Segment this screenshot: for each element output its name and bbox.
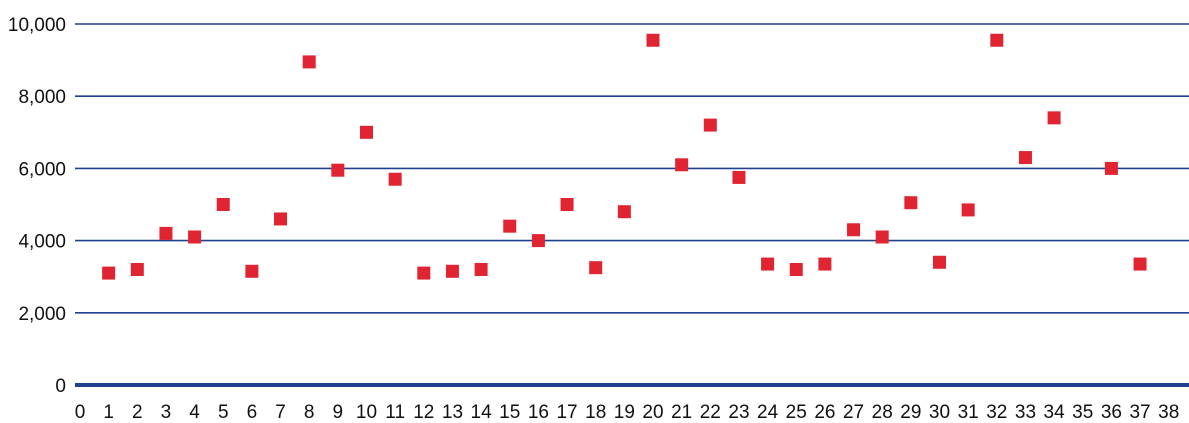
x-tick-label: 18 <box>585 402 606 423</box>
x-tick-label: 7 <box>275 402 286 423</box>
x-tick-label: 12 <box>413 402 434 423</box>
x-tick-label: 25 <box>786 402 807 423</box>
x-tick-label: 37 <box>1129 402 1150 423</box>
y-tick-label: 8,000 <box>18 87 66 108</box>
x-tick-label: 14 <box>471 402 493 423</box>
x-tick-label: 0 <box>75 402 86 423</box>
gridlines <box>75 23 1189 387</box>
data-point <box>933 255 946 269</box>
x-tick-label: 31 <box>958 402 979 423</box>
x-tick-label: 28 <box>872 402 893 423</box>
data-point <box>875 230 889 244</box>
data-point <box>904 196 918 210</box>
x-tick-label: 1 <box>103 402 114 423</box>
data-points <box>102 33 1147 280</box>
data-point <box>675 158 689 172</box>
x-tick-label: 36 <box>1101 402 1122 423</box>
data-point <box>302 55 316 69</box>
data-point <box>789 262 803 276</box>
data-point <box>102 266 116 280</box>
data-point <box>503 219 517 233</box>
data-point <box>331 163 345 177</box>
y-tick-label: 2,000 <box>18 304 66 325</box>
data-point <box>360 125 373 139</box>
y-tick-label: 10,000 <box>8 15 66 36</box>
x-tick-label: 35 <box>1072 402 1093 423</box>
data-point <box>732 170 746 184</box>
x-axis-tick-labels: 0 1 2 3 4 5 6 7 8 9 10 11 12 13 14 15 16 17 18 19 20 21 22 23 24… <box>75 402 1180 423</box>
x-tick-label: 23 <box>728 402 749 423</box>
x-tick-label: 21 <box>671 402 692 423</box>
x-tick-label: 13 <box>442 402 463 423</box>
y-tick-label: 4,000 <box>18 232 66 253</box>
data-point <box>474 262 488 276</box>
x-tick-label: 27 <box>843 402 864 423</box>
data-point <box>245 264 259 278</box>
data-point <box>445 264 459 278</box>
x-tick-label: 9 <box>333 402 344 423</box>
data-point <box>531 234 545 248</box>
x-tick-label: 19 <box>614 402 635 423</box>
data-point <box>417 266 431 280</box>
data-point <box>1133 257 1147 271</box>
data-point <box>274 212 288 226</box>
x-tick-label: 24 <box>757 402 779 423</box>
data-point <box>130 262 144 276</box>
data-point <box>990 33 1004 47</box>
data-point <box>703 118 717 132</box>
x-tick-label: 38 <box>1158 402 1179 423</box>
x-tick-label: 3 <box>161 402 172 423</box>
y-tick-label: 0 <box>55 376 66 397</box>
x-tick-label: 2 <box>132 402 143 423</box>
data-point <box>818 257 832 271</box>
data-point <box>617 205 631 219</box>
data-point <box>188 230 202 244</box>
data-point <box>216 198 230 211</box>
x-tick-label: 34 <box>1044 402 1066 423</box>
x-tick-label: 11 <box>385 402 405 423</box>
x-tick-label: 26 <box>814 402 835 423</box>
x-tick-label: 17 <box>556 402 577 423</box>
x-tick-label: 16 <box>528 402 549 423</box>
x-tick-label: 20 <box>642 402 663 423</box>
data-point <box>1104 161 1118 175</box>
data-point <box>646 33 660 47</box>
x-tick-label: 15 <box>499 402 520 423</box>
x-tick-label: 22 <box>700 402 721 423</box>
x-tick-label: 5 <box>218 402 229 423</box>
x-tick-label: 6 <box>247 402 258 423</box>
x-tick-label: 8 <box>304 402 315 423</box>
x-tick-label: 4 <box>189 402 200 423</box>
data-point <box>961 203 975 217</box>
x-tick-label: 32 <box>986 402 1007 423</box>
data-point <box>761 257 775 271</box>
data-point <box>560 198 574 211</box>
y-axis-tick-labels: 0 2,000 4,000 6,000 8,000 10,000 <box>8 15 66 397</box>
data-point <box>847 223 861 237</box>
data-point <box>388 172 402 186</box>
data-point <box>1047 111 1061 125</box>
x-tick-label: 29 <box>900 402 921 423</box>
y-tick-label: 6,000 <box>18 159 66 180</box>
data-point <box>159 226 173 240</box>
x-tick-label: 30 <box>929 402 950 423</box>
data-point <box>589 261 603 275</box>
data-point <box>1018 151 1032 165</box>
x-tick-label: 33 <box>1015 402 1036 423</box>
x-tick-label: 10 <box>356 402 377 423</box>
